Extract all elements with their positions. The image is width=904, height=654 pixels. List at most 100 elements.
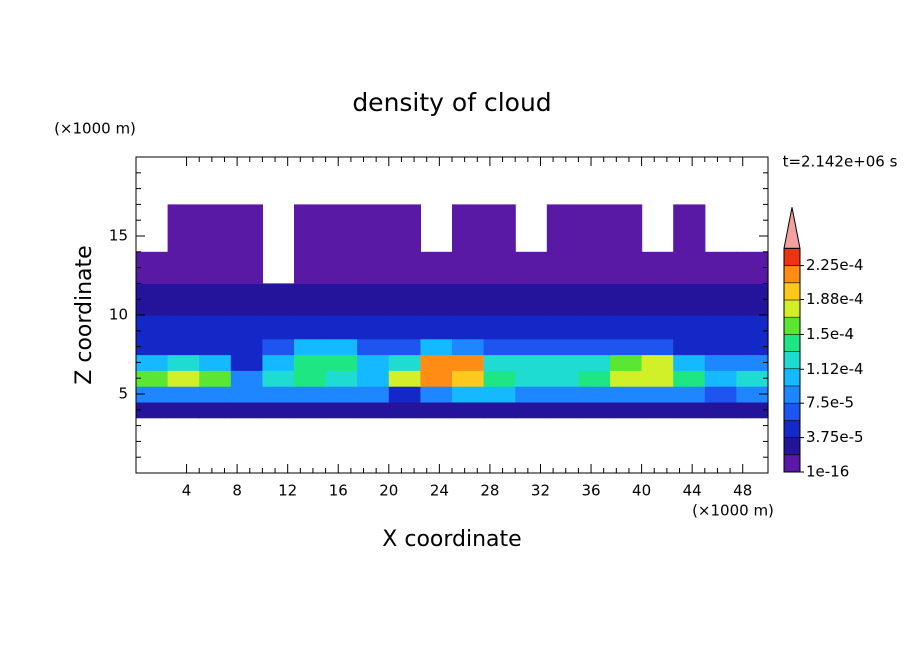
x-unit: (×1000 m) xyxy=(692,502,774,520)
contour-cell xyxy=(136,401,169,419)
contour-cell xyxy=(578,315,611,340)
contour-cell xyxy=(357,204,390,253)
contour-cell xyxy=(357,354,390,371)
contour-cell xyxy=(483,315,516,340)
contour-cell xyxy=(388,370,421,387)
contour-cell xyxy=(546,386,579,403)
y-axis-label: Z coordinate xyxy=(72,245,97,384)
colorbar-segment xyxy=(784,334,800,353)
contour-cell xyxy=(546,315,579,340)
contour-cell xyxy=(515,370,548,387)
contour-cell xyxy=(325,283,358,316)
contour-cell xyxy=(673,283,706,316)
colorbar-segment xyxy=(784,248,800,267)
contour-cell xyxy=(578,370,611,387)
contour-cell xyxy=(199,354,232,371)
contour-cell xyxy=(167,401,200,419)
contour-cell xyxy=(262,354,295,371)
contour-cell xyxy=(515,386,548,403)
contour-cell xyxy=(673,354,706,371)
contour-cell xyxy=(452,401,485,419)
contour-cell xyxy=(230,401,263,419)
colorbar-segment xyxy=(784,282,800,301)
colorbar-tick-label: 1.12e-4 xyxy=(806,360,864,378)
contour-cell xyxy=(483,283,516,316)
contour-cell xyxy=(325,338,358,356)
contour-cell xyxy=(483,386,516,403)
contour-cell xyxy=(736,354,769,371)
contour-cell xyxy=(294,204,327,253)
contour-cell xyxy=(452,251,485,284)
x-tick-label: 32 xyxy=(531,482,550,500)
contour-cell xyxy=(388,401,421,419)
contour-cell xyxy=(578,204,611,253)
contour-cell xyxy=(610,338,643,356)
contour-cell xyxy=(452,315,485,340)
contour-cell xyxy=(136,386,169,403)
contour-cell xyxy=(704,354,737,371)
contour-cell xyxy=(452,354,485,371)
colorbar-tick-label: 1e-16 xyxy=(806,463,849,481)
contour-cell xyxy=(325,354,358,371)
x-tick-label: 20 xyxy=(379,482,398,500)
contour-cell xyxy=(388,338,421,356)
contour-cell xyxy=(704,251,737,284)
contour-cell xyxy=(230,204,263,253)
contour-cell xyxy=(736,370,769,387)
annotation: t=2.142e+06 s xyxy=(783,153,898,171)
contour-cell xyxy=(578,386,611,403)
contour-cell xyxy=(610,386,643,403)
contour-cell xyxy=(262,401,295,419)
contour-cell xyxy=(673,370,706,387)
contour-cell xyxy=(641,401,674,419)
colorbar-segment xyxy=(784,454,800,473)
contour-cell xyxy=(673,315,706,340)
contour-cell xyxy=(388,283,421,316)
contour-cell xyxy=(199,283,232,316)
contour-cell xyxy=(420,401,453,419)
contour-cell xyxy=(546,251,579,284)
colorbar-tick-label: 1.88e-4 xyxy=(806,290,864,308)
contour-cell xyxy=(641,283,674,316)
contour-cell xyxy=(610,354,643,371)
contour-cell xyxy=(546,354,579,371)
x-axis-label: X coordinate xyxy=(382,527,521,552)
contour-cell xyxy=(515,251,548,284)
contour-cell xyxy=(641,354,674,371)
colorbar-over xyxy=(783,207,801,249)
contour-cell xyxy=(452,370,485,387)
contour-cell xyxy=(578,251,611,284)
contour-cell xyxy=(294,370,327,387)
contour-cell xyxy=(167,370,200,387)
contour-cell xyxy=(546,370,579,387)
contour-cell xyxy=(262,338,295,356)
contour-cell xyxy=(420,315,453,340)
contour-cell xyxy=(325,251,358,284)
contour-cell xyxy=(230,354,263,371)
contour-cell xyxy=(546,401,579,419)
contour-cell xyxy=(578,354,611,371)
contour-cell xyxy=(420,251,453,284)
contour-cell xyxy=(483,401,516,419)
contour-cell xyxy=(673,251,706,284)
contour-cell xyxy=(294,386,327,403)
contour-cell xyxy=(641,315,674,340)
contour-cell xyxy=(704,401,737,419)
contour-cell xyxy=(610,204,643,253)
contour-cell xyxy=(136,283,169,316)
contour-cell xyxy=(452,338,485,356)
x-tick-label: 48 xyxy=(733,482,752,500)
colorbar-segment xyxy=(784,300,800,318)
colorbar-segment xyxy=(784,265,800,284)
x-tick-label: 8 xyxy=(232,482,242,500)
contour-cell xyxy=(230,315,263,340)
contour-cell xyxy=(230,370,263,387)
contour-cell xyxy=(294,338,327,356)
contour-cell xyxy=(167,338,200,356)
x-tick-label: 28 xyxy=(480,482,499,500)
contour-cell xyxy=(357,283,390,316)
colorbar-segment xyxy=(784,437,800,456)
contour-cell xyxy=(515,283,548,316)
contour-cell xyxy=(136,251,169,284)
contour-cell xyxy=(704,315,737,340)
